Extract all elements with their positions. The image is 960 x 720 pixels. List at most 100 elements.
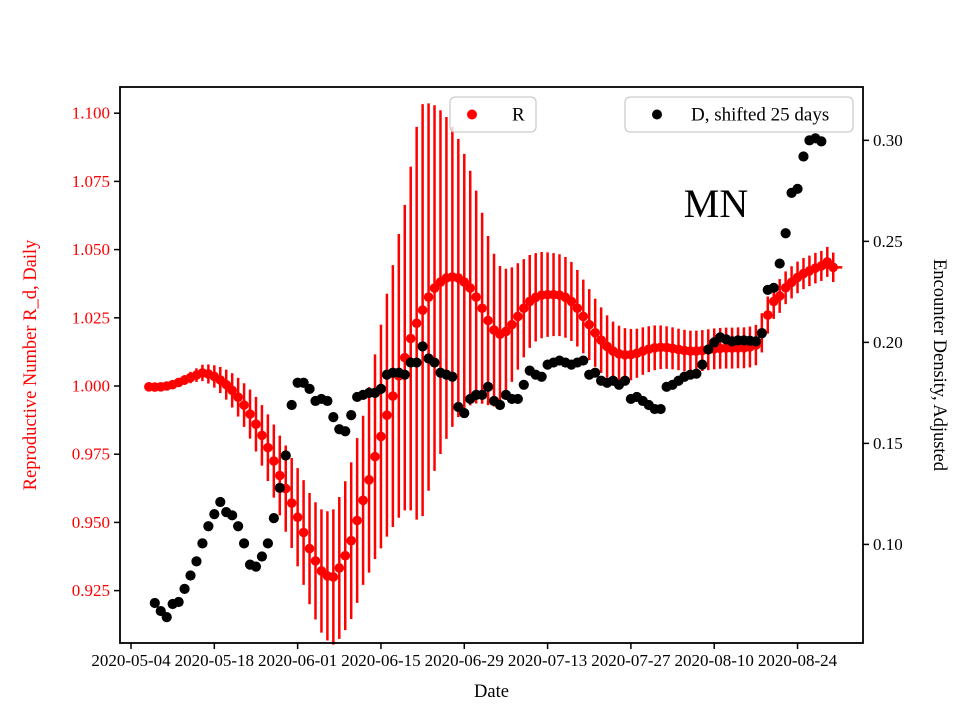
r-data-point bbox=[513, 311, 523, 322]
d-data-point bbox=[536, 371, 547, 382]
d-data-point bbox=[459, 407, 470, 419]
r-data-point bbox=[507, 319, 517, 330]
d-data-point bbox=[173, 596, 184, 608]
d-data-point bbox=[816, 136, 827, 147]
d-data-point bbox=[268, 513, 279, 524]
r-data-point bbox=[292, 512, 303, 523]
r-data-point bbox=[774, 291, 785, 301]
x-tick-label: 2020-06-29 bbox=[425, 651, 504, 670]
d-data-point bbox=[482, 381, 494, 392]
r-data-point bbox=[358, 495, 368, 506]
right-y-tick-label: 0.20 bbox=[873, 333, 903, 352]
x-tick-label: 2020-06-15 bbox=[341, 651, 420, 670]
r-data-point bbox=[471, 292, 481, 302]
left-y-tick-label: 1.000 bbox=[72, 377, 110, 396]
r-data-point bbox=[483, 315, 493, 326]
state-annotation: MN bbox=[684, 181, 748, 226]
d-data-point bbox=[756, 328, 767, 339]
d-data-point bbox=[233, 521, 244, 532]
d-data-point bbox=[203, 521, 214, 532]
left-y-tick-label: 0.925 bbox=[72, 581, 110, 600]
r-data-point bbox=[459, 277, 470, 287]
r-data-point bbox=[417, 305, 428, 315]
d-data-point bbox=[215, 496, 226, 508]
r-data-point bbox=[376, 431, 386, 442]
r-data-point bbox=[584, 319, 595, 330]
x-tick-label: 2020-07-13 bbox=[508, 651, 587, 670]
d-data-point bbox=[286, 399, 297, 411]
r-data-point bbox=[405, 333, 416, 344]
right-y-tick-label: 0.30 bbox=[873, 131, 903, 150]
r-data-point bbox=[221, 379, 232, 390]
r-data-point bbox=[762, 310, 773, 320]
d-data-point bbox=[411, 357, 422, 368]
r-data-point bbox=[388, 391, 398, 401]
plot-border bbox=[119, 86, 864, 644]
r-data-point bbox=[245, 409, 255, 419]
d-data-point bbox=[179, 583, 190, 594]
d-data-point bbox=[262, 538, 273, 549]
left-y-tick-label: 1.050 bbox=[72, 240, 110, 259]
d-data-point bbox=[280, 450, 291, 461]
d-data-point bbox=[149, 597, 160, 609]
r-data-point bbox=[334, 563, 345, 573]
d-data-point bbox=[792, 183, 803, 194]
d-data-point bbox=[512, 393, 523, 405]
legend-r: R bbox=[449, 96, 537, 133]
d-data-point bbox=[780, 228, 791, 239]
r-data-point bbox=[578, 311, 589, 322]
r-data-point bbox=[263, 442, 273, 453]
d-data-point bbox=[256, 551, 268, 562]
d-data-point bbox=[768, 282, 779, 293]
r-data-point bbox=[298, 527, 309, 538]
r-data-point bbox=[423, 292, 434, 302]
r-data-point bbox=[382, 410, 392, 420]
d-data-point bbox=[518, 379, 529, 390]
d-data-point bbox=[619, 375, 631, 386]
d-data-point bbox=[322, 395, 333, 407]
r-data-point bbox=[465, 283, 476, 293]
left-y-axis: 0.925 0.950 0.975 1.000 1.025 1.050 1.075 1.100… bbox=[21, 104, 120, 600]
x-tick-label: 2020-05-18 bbox=[175, 651, 254, 670]
r-data-point bbox=[572, 303, 583, 314]
left-y-axis-label: Reproductive Number R_d, Daily bbox=[21, 239, 41, 490]
left-y-tick-label: 1.025 bbox=[72, 308, 110, 327]
x-tick-label: 2020-08-24 bbox=[758, 651, 838, 670]
legend-marker-d bbox=[652, 109, 662, 120]
d-data-point bbox=[697, 359, 708, 370]
r-data-point bbox=[233, 392, 243, 402]
r-data-point bbox=[274, 470, 285, 481]
legend-box bbox=[449, 96, 537, 133]
d-data-point bbox=[655, 403, 666, 415]
r-data-point bbox=[328, 572, 339, 582]
r-data-point bbox=[310, 556, 321, 566]
d-series bbox=[149, 133, 827, 623]
r-data-point bbox=[566, 296, 577, 307]
r-data-point bbox=[501, 326, 511, 337]
r-data-point bbox=[251, 419, 261, 430]
right-y-tick-label: 0.25 bbox=[873, 232, 903, 251]
d-data-point bbox=[185, 570, 196, 581]
legend-d: D, shifted 25 days bbox=[624, 96, 854, 133]
d-data-point bbox=[590, 367, 601, 378]
d-data-point bbox=[227, 510, 238, 521]
d-data-point bbox=[209, 509, 220, 520]
r-data-point bbox=[352, 515, 362, 526]
d-data-point bbox=[447, 371, 458, 382]
d-data-point bbox=[197, 538, 208, 549]
r-data-point bbox=[286, 498, 297, 508]
d-data-point bbox=[798, 151, 809, 162]
legend-box bbox=[624, 96, 854, 133]
r-data-point bbox=[477, 303, 487, 314]
d-data-point bbox=[578, 355, 589, 366]
left-y-tick-label: 1.075 bbox=[72, 172, 110, 191]
r-data-point bbox=[429, 283, 440, 293]
d-data-point bbox=[274, 482, 285, 493]
d-data-point bbox=[691, 368, 702, 379]
d-data-point bbox=[399, 369, 410, 380]
r-data-point bbox=[257, 430, 267, 441]
legend-label: R bbox=[512, 105, 525, 126]
legend-label: D, shifted 25 days bbox=[691, 105, 829, 126]
d-data-point bbox=[750, 336, 761, 347]
